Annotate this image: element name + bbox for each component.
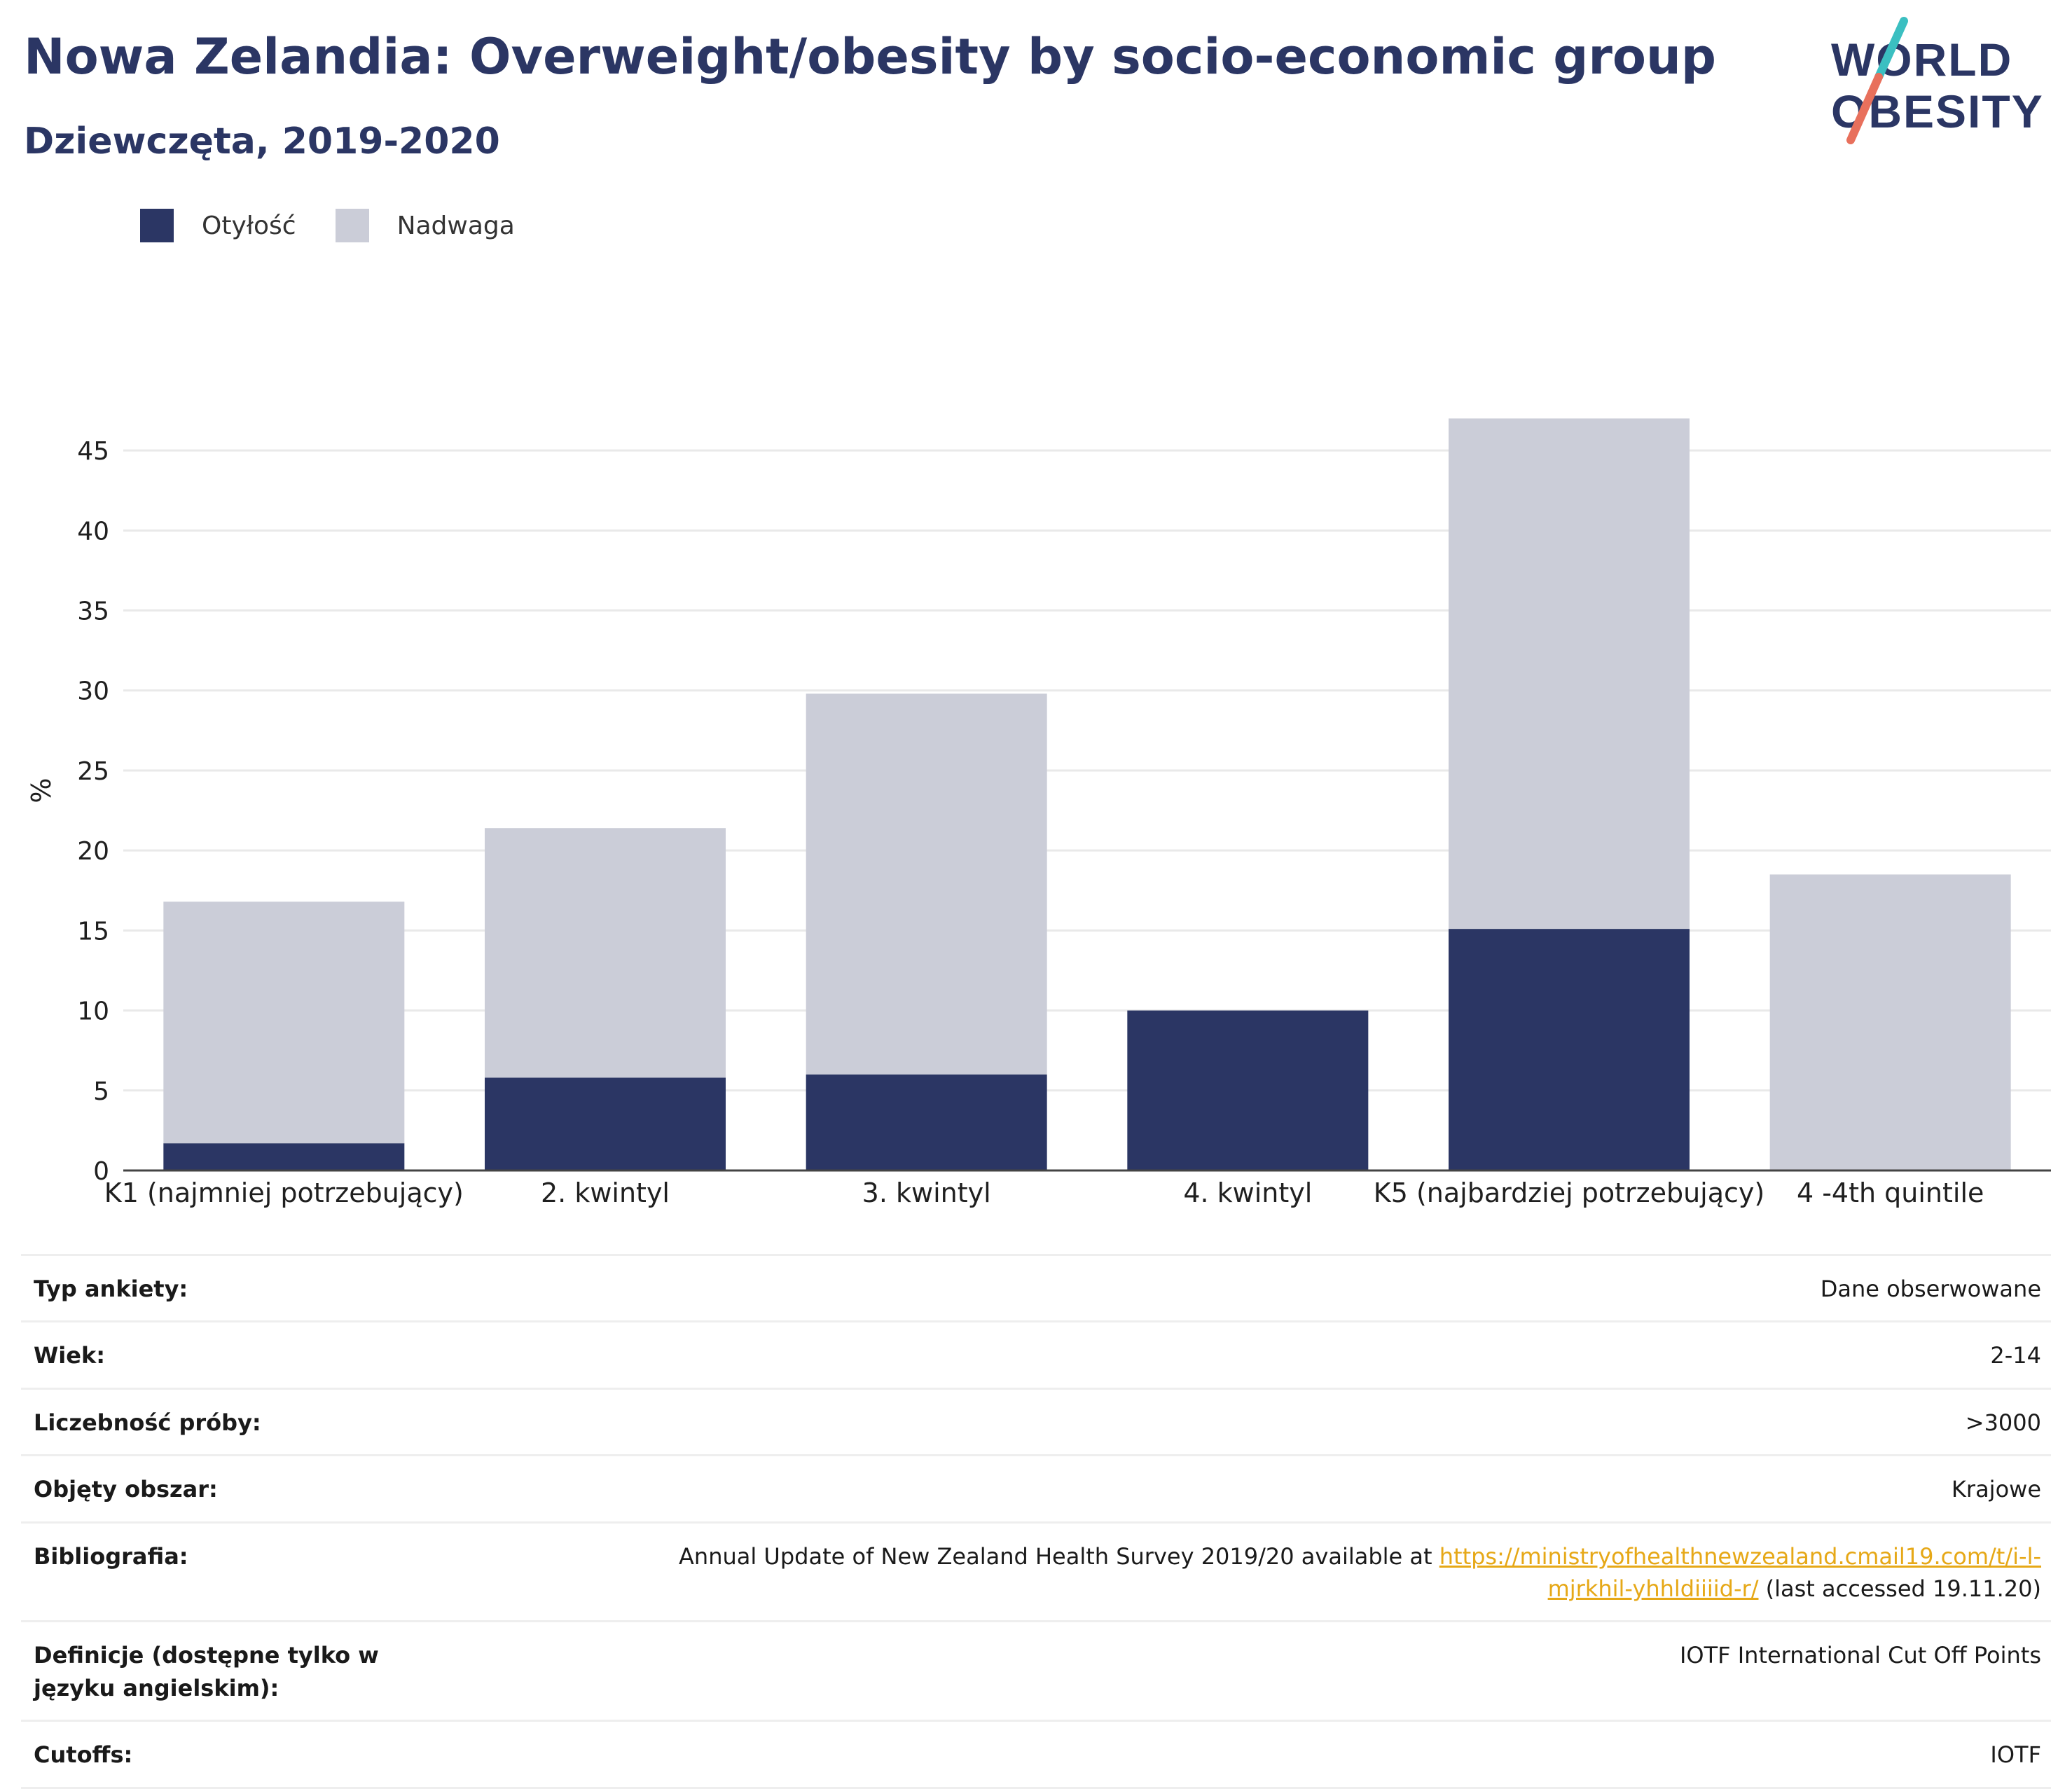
info-row-bibliography: Bibliografia: Annual Update of New Zeala… <box>21 1524 2051 1623</box>
bar-obesity <box>1449 929 1690 1170</box>
bar-overweight <box>163 902 405 1144</box>
info-row-cutoffs: Cutoffs: IOTF <box>21 1722 2051 1789</box>
info-label: Definicje (dostępne tylko w języku angie… <box>34 1642 379 1701</box>
x-tick-label: 3. kwintyl <box>862 1177 991 1208</box>
bar-obesity <box>485 1077 726 1170</box>
legend-label-obesity: Otyłość <box>202 211 296 240</box>
y-tick-label: 40 <box>77 517 109 546</box>
info-row-sample-size: Liczebność próby: >3000 <box>21 1390 2051 1457</box>
info-row-area: Objęty obszar: Krajowe <box>21 1456 2051 1524</box>
y-tick-label: 10 <box>77 997 109 1026</box>
bar-obesity <box>163 1143 405 1170</box>
info-value: Dane obserwowane <box>1820 1276 2041 1302</box>
y-tick-label: 35 <box>77 598 109 626</box>
y-tick-label: 5 <box>93 1077 109 1106</box>
info-value: IOTF International Cut Off Points <box>1679 1642 2041 1669</box>
bibliography-accessed: (last accessed 19.11.20) <box>1758 1575 2041 1602</box>
y-tick-label: 25 <box>77 757 109 786</box>
info-table: Typ ankiety: Dane obserwowane Wiek: 2-14… <box>21 1254 2051 1789</box>
info-label: Bibliografia: <box>34 1542 188 1570</box>
y-tick-label: 15 <box>77 917 109 946</box>
y-tick-label: 0 <box>93 1157 109 1186</box>
legend: Otyłość Nadwaga <box>140 209 554 242</box>
info-value: Annual Update of New Zealand Health Surv… <box>640 1540 2041 1605</box>
chart-title: Nowa Zelandia: Overweight/obesity by soc… <box>24 28 1716 85</box>
info-row-survey-type: Typ ankiety: Dane obserwowane <box>21 1256 2051 1323</box>
info-label: Typ ankiety: <box>34 1276 188 1302</box>
bibliography-link[interactable]: https://ministryofhealthnewzealand.cmail… <box>1439 1542 2041 1602</box>
info-label: Liczebność próby: <box>34 1409 261 1436</box>
info-value: Krajowe <box>1951 1476 2041 1503</box>
bar-overweight <box>1769 874 2011 1170</box>
x-tick-label: 4 -4th quintile <box>1797 1177 1984 1208</box>
logo-slash-coral <box>1846 73 1883 144</box>
y-tick-label: 20 <box>77 837 109 866</box>
legend-swatch-obesity <box>140 209 174 242</box>
chart-subtitle: Dziewczęta, 2019-2020 <box>24 120 500 163</box>
info-value: 2-14 <box>1990 1342 2041 1369</box>
world-obesity-logo: WORLD OBESITY <box>1831 17 2043 144</box>
legend-swatch-overweight <box>335 209 369 242</box>
info-label: Wiek: <box>34 1342 106 1369</box>
bar-overweight <box>1449 418 1690 930</box>
legend-label-overweight: Nadwaga <box>396 211 515 240</box>
y-axis-label: % <box>26 778 57 803</box>
x-tick-label: K5 (najbardziej potrzebujący) <box>1374 1177 1764 1208</box>
logo-line1: WORLD <box>1831 34 2012 85</box>
info-value: >3000 <box>1965 1409 2041 1436</box>
y-tick-label: 30 <box>77 677 109 706</box>
bar-chart: 0 5 10 15 20 25 30 35 40 45% K1 (najmniej potrzebu… <box>26 418 2051 1208</box>
logo-slash-teal <box>1874 17 1908 81</box>
info-row-age: Wiek: 2-14 <box>21 1322 2051 1390</box>
legend-item-overweight[interactable]: Nadwaga <box>335 209 515 242</box>
y-tick-label: 45 <box>77 437 109 466</box>
info-label: Objęty obszar: <box>34 1476 218 1503</box>
bar-overweight <box>806 693 1047 1075</box>
bibliography-text: Annual Update of New Zealand Health Surv… <box>679 1542 1439 1570</box>
x-tick-label: K1 (najmniej potrzebujący) <box>104 1177 464 1208</box>
bar-obesity <box>1127 1010 1369 1170</box>
info-value: IOTF <box>1990 1741 2041 1769</box>
x-tick-label: 4. kwintyl <box>1183 1177 1312 1208</box>
info-row-definitions: Definicje (dostępne tylko w języku angie… <box>21 1622 2051 1722</box>
bar-overweight <box>485 828 726 1078</box>
bar-obesity <box>806 1074 1047 1170</box>
info-label: Cutoffs: <box>34 1741 133 1769</box>
legend-item-obesity[interactable]: Otyłość <box>140 209 296 242</box>
x-tick-label: 2. kwintyl <box>541 1177 670 1208</box>
